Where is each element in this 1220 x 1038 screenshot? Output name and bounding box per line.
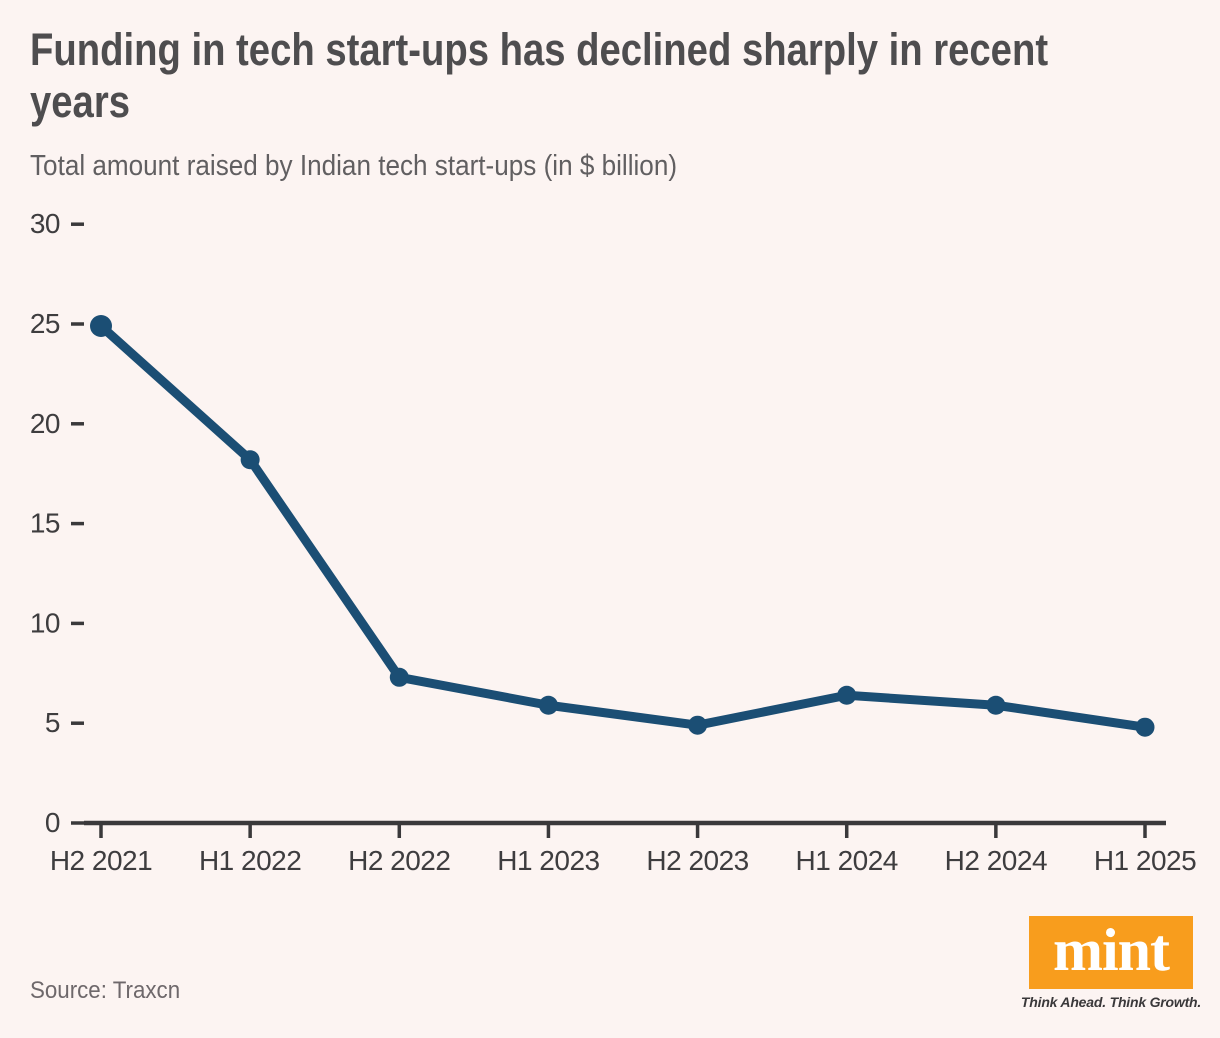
source-attribution: Source: Traxcn bbox=[30, 977, 181, 1004]
data-point bbox=[986, 695, 1006, 715]
data-point bbox=[688, 715, 708, 735]
data-point bbox=[1135, 717, 1155, 737]
data-point bbox=[90, 314, 112, 337]
x-axis-label: H1 2023 bbox=[497, 845, 599, 876]
x-axis-label: H1 2022 bbox=[199, 845, 301, 876]
data-point bbox=[389, 667, 409, 687]
x-axis-label: H2 2022 bbox=[348, 845, 450, 876]
y-axis-tick-label: 25 bbox=[30, 308, 60, 339]
mint-tagline: Think Ahead. Think Growth. bbox=[1020, 994, 1202, 1010]
y-axis-tick-label: 10 bbox=[30, 607, 60, 638]
x-axis-label: H1 2025 bbox=[1094, 845, 1196, 876]
y-axis-tick-label: 30 bbox=[30, 208, 60, 239]
y-axis-tick-label: 0 bbox=[45, 807, 60, 838]
x-axis-label: H2 2024 bbox=[945, 845, 1047, 876]
mint-logo: mint bbox=[1029, 916, 1193, 989]
data-point bbox=[837, 685, 857, 705]
data-point bbox=[240, 450, 260, 470]
x-axis-label: H1 2024 bbox=[796, 845, 898, 876]
data-point bbox=[538, 695, 558, 715]
y-axis-tick-label: 20 bbox=[30, 408, 60, 439]
x-axis-label: H2 2021 bbox=[50, 845, 152, 876]
x-axis-label: H2 2023 bbox=[646, 845, 748, 876]
y-axis-tick-label: 15 bbox=[30, 508, 60, 539]
chart-title-line1: Funding in tech start-ups has declined s… bbox=[30, 24, 1049, 75]
data-line bbox=[96, 321, 1150, 732]
chart-title: Funding in tech start-ups has declined s… bbox=[30, 24, 1048, 128]
chart-subtitle: Total amount raised by Indian tech start… bbox=[30, 150, 678, 182]
chart-title-line2: years bbox=[30, 76, 130, 127]
y-axis-tick-label: 5 bbox=[45, 707, 60, 738]
mint-logo-text: mint bbox=[1053, 916, 1170, 983]
